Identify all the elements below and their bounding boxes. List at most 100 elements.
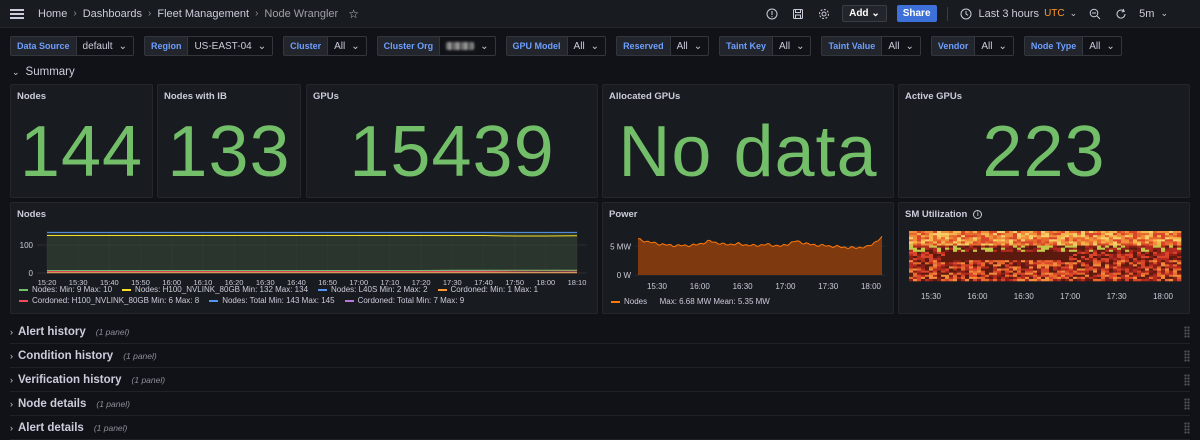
variable-select[interactable]: All⌄ bbox=[881, 36, 921, 56]
heatmap-cell bbox=[981, 254, 985, 256]
heatmap-cell bbox=[1085, 258, 1089, 260]
row-verification-history[interactable]: ›Verification history(1 panel) bbox=[10, 368, 1190, 392]
row-alert-details[interactable]: ›Alert details(1 panel) bbox=[10, 416, 1190, 440]
legend-item[interactable]: Nodes: Min: 9 Max: 10 bbox=[19, 285, 112, 294]
zoom-out-icon[interactable] bbox=[1087, 6, 1103, 22]
heatmap-cell bbox=[1049, 258, 1053, 260]
heatmap-cell bbox=[1141, 269, 1145, 271]
legend-item[interactable]: Nodes: H100_NVLINK_80GB Min: 132 Max: 13… bbox=[122, 285, 308, 294]
heatmap-cell bbox=[949, 241, 953, 243]
heatmap-cell bbox=[985, 241, 989, 243]
legend-item[interactable]: Nodes Max: 6.68 MW Mean: 5.35 MW bbox=[611, 297, 770, 306]
variable-select[interactable]: All⌄ bbox=[772, 36, 812, 56]
time-picker[interactable]: Last 3 hours UTC ⌄ bbox=[958, 6, 1078, 22]
variable-select[interactable]: All⌄ bbox=[1082, 36, 1122, 56]
legend-item[interactable]: Nodes: Total Min: 143 Max: 145 bbox=[209, 296, 334, 305]
stat-panel-allocated-gpus[interactable]: Allocated GPUs No data bbox=[602, 84, 894, 198]
heatmap-cell bbox=[961, 279, 965, 281]
row-summary[interactable]: ⌄ Summary bbox=[0, 64, 1200, 80]
share-button[interactable]: Share bbox=[897, 5, 937, 22]
stat-panel-active-gpus[interactable]: Active GPUs 223 bbox=[898, 84, 1190, 198]
x-tick-label: 17:00 bbox=[775, 282, 796, 291]
heatmap-cell bbox=[1093, 275, 1097, 277]
heatmap-cell bbox=[945, 231, 949, 233]
heatmap-cell bbox=[1077, 275, 1081, 277]
heatmap-cell bbox=[1013, 266, 1017, 268]
refresh-icon[interactable] bbox=[1113, 6, 1129, 22]
variable-cluster-org[interactable]: Cluster Org⌄ bbox=[377, 36, 496, 56]
add-button[interactable]: Add ⌄ bbox=[842, 5, 887, 22]
legend-item[interactable]: Cordoned: Total Min: 7 Max: 9 bbox=[345, 296, 465, 305]
refresh-interval-label: 5m bbox=[1139, 8, 1154, 20]
heatmap-cell bbox=[1121, 273, 1125, 275]
heatmap-cell bbox=[953, 235, 957, 237]
row-alert-history[interactable]: ›Alert history(1 panel) bbox=[10, 320, 1190, 344]
drag-handle-icon[interactable] bbox=[1184, 350, 1190, 362]
heatmap-cell bbox=[1101, 264, 1105, 266]
heatmap-cell bbox=[917, 258, 921, 260]
heatmap-cell bbox=[1145, 233, 1149, 235]
save-icon[interactable] bbox=[790, 6, 806, 22]
heatmap-cell bbox=[945, 233, 949, 235]
heatmap-cell bbox=[1153, 239, 1157, 241]
heatmap-cell bbox=[1073, 239, 1077, 241]
stat-panel-gpus[interactable]: GPUs 15439 bbox=[306, 84, 598, 198]
heatmap-cell bbox=[1041, 254, 1045, 256]
drag-handle-icon[interactable] bbox=[1184, 422, 1190, 434]
heatmap-cell bbox=[945, 237, 949, 239]
heatmap-cell bbox=[1041, 260, 1045, 262]
stat-panel-nodes[interactable]: Nodes 144 bbox=[10, 84, 153, 198]
breadcrumb-folder[interactable]: Fleet Management bbox=[157, 8, 249, 20]
drag-handle-icon[interactable] bbox=[1184, 326, 1190, 338]
heatmap-cell bbox=[973, 260, 977, 262]
heatmap-cell bbox=[1009, 233, 1013, 235]
heatmap-cell bbox=[1037, 264, 1041, 266]
row-condition-history[interactable]: ›Condition history(1 panel) bbox=[10, 344, 1190, 368]
stat-panel-nodes-with-ib[interactable]: Nodes with IB 133 bbox=[157, 84, 301, 198]
heatmap-cell bbox=[977, 250, 981, 252]
legend-item[interactable]: Nodes: L40S Min: 2 Max: 2 bbox=[318, 285, 428, 294]
legend-item[interactable]: Cordoned: H100_NVLINK_80GB Min: 6 Max: 8 bbox=[19, 296, 199, 305]
heatmap-cell bbox=[1033, 258, 1037, 260]
variable-select[interactable]: US-EAST-04⌄ bbox=[187, 36, 273, 56]
variable-select[interactable]: All⌄ bbox=[670, 36, 710, 56]
gear-icon[interactable] bbox=[816, 6, 832, 22]
heatmap-cell bbox=[1157, 279, 1161, 281]
heatmap-cell bbox=[949, 258, 953, 260]
variable-select[interactable]: ⌄ bbox=[439, 36, 495, 56]
drag-handle-icon[interactable] bbox=[1184, 398, 1190, 410]
menu-icon[interactable] bbox=[10, 9, 24, 19]
variable-select[interactable]: All⌄ bbox=[567, 36, 607, 56]
heatmap-cell bbox=[957, 237, 961, 239]
legend-item[interactable]: Cordoned: Min: 1 Max: 1 bbox=[438, 285, 539, 294]
breadcrumb-home[interactable]: Home bbox=[38, 8, 67, 20]
variable-select[interactable]: All⌄ bbox=[327, 36, 367, 56]
heatmap-cell bbox=[1173, 235, 1177, 237]
heatmap-cell bbox=[1017, 266, 1021, 268]
variable-select[interactable]: default⌄ bbox=[76, 36, 134, 56]
heatmap-cell bbox=[1041, 273, 1045, 275]
heatmap-cell bbox=[981, 239, 985, 241]
refresh-interval-picker[interactable]: 5m ⌄ bbox=[1139, 8, 1168, 20]
row-node-details[interactable]: ›Node details(1 panel) bbox=[10, 392, 1190, 416]
heatmap-cell bbox=[989, 252, 993, 254]
variable-select[interactable]: All⌄ bbox=[974, 36, 1014, 56]
star-icon[interactable]: ☆ bbox=[348, 7, 359, 21]
insights-icon[interactable] bbox=[764, 6, 780, 22]
heatmap-cell bbox=[917, 239, 921, 241]
breadcrumb-dashboards[interactable]: Dashboards bbox=[83, 8, 142, 20]
info-icon[interactable]: i bbox=[973, 210, 982, 219]
drag-handle-icon[interactable] bbox=[1184, 374, 1190, 386]
